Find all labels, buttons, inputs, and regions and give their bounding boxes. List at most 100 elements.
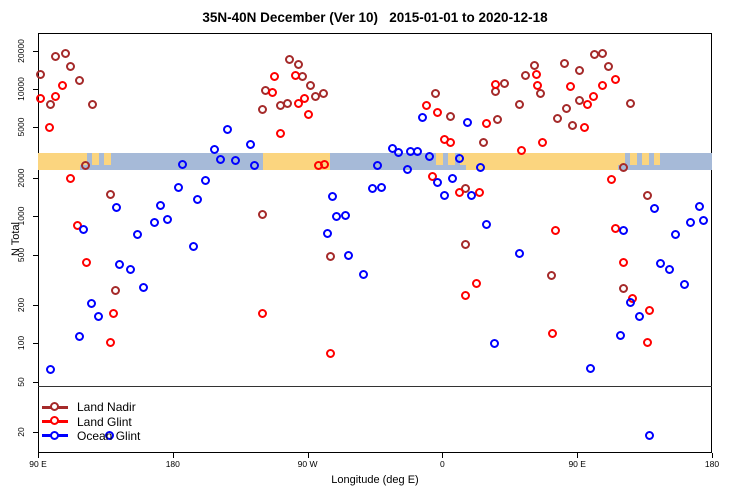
- legend-item: Ocean Glint: [42, 429, 140, 443]
- point-ocean-glint: [139, 283, 149, 293]
- point-land-glint: [516, 146, 526, 156]
- point-land-nadir: [479, 137, 489, 147]
- point-ocean-glint: [626, 298, 636, 308]
- point-land-glint: [106, 338, 116, 348]
- point-ocean-glint: [178, 160, 188, 170]
- point-land-glint: [597, 81, 607, 91]
- point-ocean-glint: [462, 118, 472, 128]
- coast-band-land-segment: [38, 152, 80, 171]
- y-tick-label: 20: [16, 427, 26, 437]
- point-ocean-glint: [372, 160, 382, 170]
- point-ocean-glint: [79, 224, 89, 234]
- point-ocean-glint: [193, 195, 203, 205]
- point-land-glint: [618, 257, 628, 267]
- point-land-glint: [588, 91, 598, 101]
- y-tick-label: 5000: [16, 117, 26, 137]
- point-land-nadir: [603, 62, 613, 72]
- point-land-nadir: [567, 121, 577, 131]
- y-tick: [33, 216, 38, 218]
- point-land-glint: [582, 99, 592, 109]
- chart-title: 35N-40N December (Ver 10) 2015-01-01 to …: [202, 10, 548, 25]
- point-ocean-glint: [209, 145, 219, 155]
- point-ocean-glint: [188, 242, 198, 252]
- point-land-nadir: [46, 99, 56, 109]
- point-land-nadir: [521, 70, 531, 80]
- point-land-nadir: [35, 69, 45, 79]
- y-tick: [33, 178, 38, 180]
- point-ocean-glint: [649, 204, 659, 214]
- point-land-nadir: [50, 51, 60, 61]
- point-ocean-glint: [377, 183, 387, 193]
- point-ocean-glint: [402, 165, 412, 175]
- point-land-nadir: [597, 48, 607, 58]
- point-land-glint: [58, 81, 68, 91]
- y-tick: [33, 127, 38, 129]
- x-tick-label: 90 W: [297, 459, 318, 469]
- point-ocean-glint: [585, 363, 595, 373]
- point-land-glint: [290, 70, 300, 80]
- point-ocean-glint: [368, 183, 378, 193]
- coast-band-mixed-segment: [617, 152, 660, 165]
- point-land-glint: [642, 338, 652, 348]
- point-ocean-glint: [46, 364, 56, 374]
- point-land-nadir: [446, 112, 456, 122]
- point-land-nadir: [106, 189, 116, 199]
- y-tick-label: 50: [16, 376, 26, 387]
- point-ocean-glint: [455, 153, 465, 163]
- point-ocean-glint: [94, 312, 104, 322]
- point-land-glint: [326, 349, 336, 359]
- legend-marker-icon: [42, 402, 68, 412]
- point-land-glint: [35, 93, 45, 103]
- point-land-glint: [645, 306, 655, 316]
- point-land-glint: [320, 160, 330, 170]
- point-land-nadir: [326, 251, 336, 261]
- point-land-nadir: [284, 54, 294, 64]
- point-ocean-glint: [74, 331, 84, 341]
- point-land-glint: [446, 138, 456, 148]
- point-land-glint: [269, 71, 279, 81]
- point-land-nadir: [560, 58, 570, 68]
- point-ocean-glint: [104, 431, 114, 441]
- y-tick-label: 200: [16, 297, 26, 313]
- x-tick-label: 180: [165, 459, 180, 469]
- point-land-glint: [537, 138, 547, 148]
- point-land-glint: [275, 129, 285, 139]
- x-tick-label: 90 E: [568, 459, 586, 469]
- point-land-glint: [491, 80, 501, 90]
- point-ocean-glint: [699, 216, 709, 226]
- coast-band-mixed-segment: [79, 152, 115, 165]
- y-tick-label: 20000: [16, 39, 26, 63]
- x-tick-label: 90 E: [29, 459, 47, 469]
- point-ocean-glint: [155, 201, 165, 211]
- y-tick: [33, 50, 38, 52]
- y-tick-label: 2000: [16, 168, 26, 188]
- point-ocean-glint: [482, 220, 492, 230]
- point-land-glint: [257, 308, 267, 318]
- point-ocean-glint: [679, 280, 689, 290]
- point-ocean-glint: [230, 156, 240, 166]
- point-land-glint: [109, 308, 119, 318]
- point-land-glint: [304, 109, 313, 119]
- y-tick: [33, 254, 38, 256]
- point-land-glint: [548, 329, 558, 339]
- point-ocean-glint: [615, 331, 625, 341]
- point-ocean-glint: [149, 218, 159, 228]
- x-tick: [307, 453, 309, 458]
- point-ocean-glint: [86, 298, 96, 308]
- point-land-nadir: [618, 284, 628, 294]
- y-tick: [33, 305, 38, 307]
- y-axis-label: N Total: [10, 221, 22, 257]
- point-land-glint: [44, 123, 54, 133]
- point-ocean-glint: [618, 226, 628, 236]
- point-ocean-glint: [670, 230, 680, 240]
- point-land-glint: [422, 101, 432, 111]
- x-tick: [172, 453, 174, 458]
- point-land-glint: [432, 107, 442, 117]
- y-tick-label: 100: [16, 336, 26, 351]
- point-ocean-glint: [467, 191, 477, 201]
- point-land-glint: [474, 187, 484, 197]
- point-land-nadir: [431, 89, 441, 99]
- point-land-nadir: [88, 99, 98, 109]
- point-ocean-glint: [359, 269, 369, 279]
